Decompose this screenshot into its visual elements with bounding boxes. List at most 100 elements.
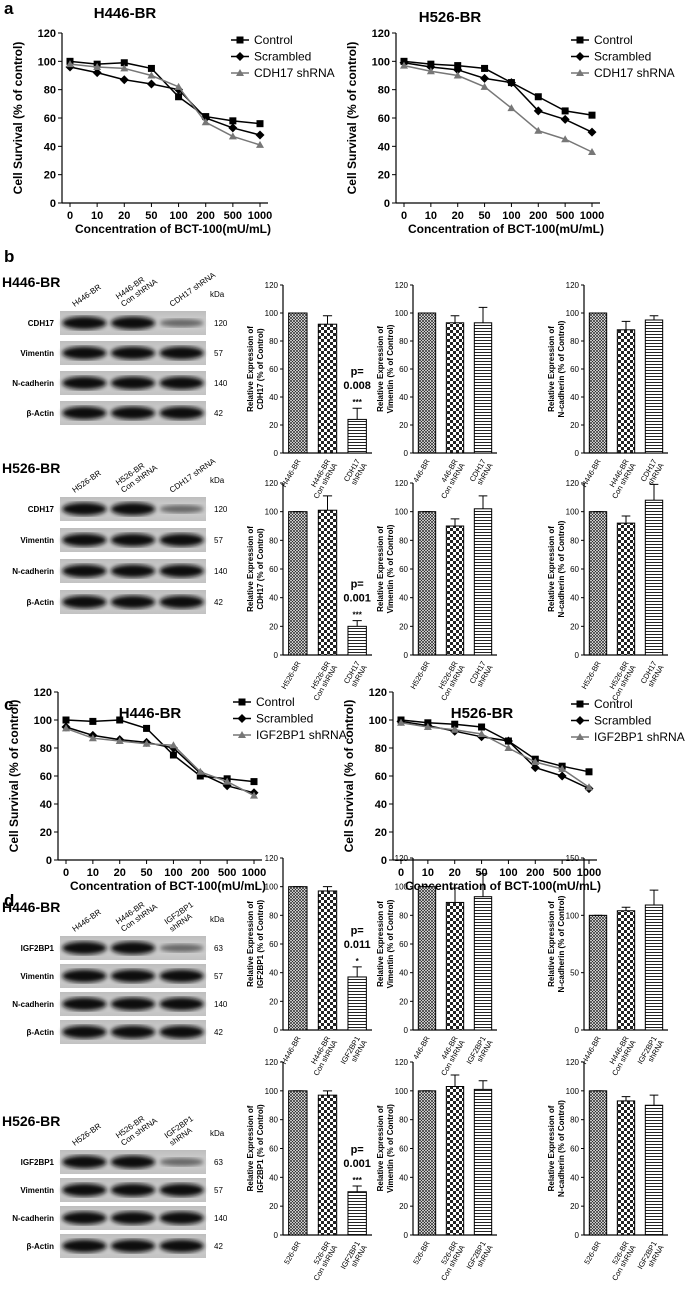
y-tick-label: 100	[566, 309, 580, 318]
kda-value: 42	[214, 1028, 223, 1037]
x-tick-label: H526-BR	[580, 659, 604, 691]
data-point	[531, 758, 540, 765]
row-label: Vimentin	[20, 972, 54, 981]
y-tick-label: 80	[269, 911, 278, 920]
row-label: β-Actin	[26, 598, 54, 607]
series-line	[403, 60, 593, 116]
blot-band	[61, 533, 107, 547]
bar	[616, 1100, 636, 1236]
lane-label: H526-BR	[71, 468, 103, 494]
bar	[588, 511, 608, 656]
legend-label: Scrambled	[256, 712, 313, 726]
x-tick-label: H446-BRCon shRNA	[305, 457, 340, 500]
x-tick-label: 446-BRCon shRNA	[432, 457, 467, 500]
data-point	[477, 730, 486, 737]
y-axis-label: Relative Expression ofCDH17 (% of Contro…	[246, 526, 265, 612]
data-point	[93, 63, 102, 70]
panel-label: b	[4, 247, 14, 266]
x-tick-label: IGF2BP1shRNA	[465, 1035, 495, 1070]
data-point	[426, 67, 435, 75]
y-tick-label: 60	[375, 771, 387, 783]
blot-band	[110, 1211, 156, 1225]
x-tick-label-line: H446-BR	[279, 1034, 303, 1066]
chart-title: H526-BR	[451, 705, 514, 722]
row-label: IGF2BP1	[21, 1158, 55, 1167]
y-axis-label-line: Relative Expression of	[547, 526, 556, 612]
y-tick-label: 120	[372, 28, 390, 40]
y-axis-label: Cell Survival (% of control)	[345, 42, 359, 195]
y-axis-label: Relative Expression ofCDH17 (% of Contro…	[246, 326, 265, 412]
x-tick-label: H446-BR	[580, 1034, 604, 1066]
blot-band	[61, 346, 107, 360]
y-tick-label: 60	[570, 565, 579, 574]
x-tick-label: 500	[218, 867, 236, 879]
lane-label-line: H526-BR	[71, 468, 103, 494]
kda-value: 42	[214, 1242, 223, 1251]
x-tick-label: H446-BRCon shRNA	[603, 1034, 638, 1077]
bar	[317, 323, 338, 454]
bar	[473, 322, 493, 454]
y-tick-label: 40	[570, 1173, 579, 1182]
x-tick-label: 10	[87, 867, 99, 879]
x-tick-label: 526-BR	[582, 1239, 603, 1266]
series-line	[65, 727, 255, 797]
y-tick-label: 120	[34, 687, 52, 699]
p-value: p=	[351, 925, 364, 937]
x-tick-label: 10	[425, 210, 437, 222]
series-line	[400, 722, 590, 788]
lane-label: IGF2BP1shRNA	[163, 1114, 201, 1148]
x-axis-label: Concentration of BCT-100(mU/mL)	[70, 879, 266, 893]
p-value: p=	[351, 1144, 364, 1156]
y-tick-label: 120	[265, 1058, 279, 1067]
y-axis-label-line: Vimentin (% of Control)	[386, 324, 395, 413]
x-tick-label: H446-BRCon shRNA	[603, 457, 638, 500]
stars: ***	[352, 1176, 362, 1185]
blot-band	[61, 1025, 107, 1039]
y-tick-label: 80	[399, 536, 408, 545]
y-tick-label: 60	[40, 771, 52, 783]
blot-band	[110, 316, 156, 330]
y-tick-label: 60	[399, 365, 408, 374]
blot-band	[159, 1158, 205, 1166]
kda-value: 140	[214, 1214, 228, 1223]
x-tick-label: 10	[91, 210, 103, 222]
y-axis-label-line: N-cadherin (% of Control)	[557, 1100, 566, 1197]
legend-label: IGF2BP1 shRNA	[256, 728, 347, 742]
legend-label: Scrambled	[594, 50, 651, 64]
y-tick-label: 60	[570, 1145, 579, 1154]
row-label: CDH17	[28, 505, 55, 514]
y-tick-label: 40	[269, 969, 278, 978]
x-tick-label: 526-BRCon shRNA	[432, 1239, 467, 1282]
x-tick-label: 1000	[242, 867, 266, 879]
error-bar	[649, 483, 659, 501]
y-axis-label-line: Relative Expression of	[246, 901, 255, 987]
x-tick-label: 100	[164, 867, 182, 879]
legend-label: IGF2BP1 shRNA	[594, 730, 685, 744]
blot-title: H446-BR	[2, 899, 60, 915]
legend-marker	[238, 731, 246, 738]
series-line	[400, 719, 590, 773]
blot-band	[159, 944, 205, 952]
x-axis-label: Concentration of BCT-100(mU/mL)	[408, 222, 604, 236]
y-tick-label: 80	[375, 743, 387, 755]
x-tick-label-line: H526-BR	[409, 659, 433, 691]
y-tick-label: 40	[378, 141, 390, 153]
data-point	[397, 718, 405, 726]
bar	[317, 1094, 338, 1236]
y-tick-label: 20	[399, 997, 408, 1006]
blot-band	[159, 406, 205, 420]
y-tick-label: 100	[265, 883, 279, 892]
panel-label: a	[4, 0, 14, 18]
blot-band	[159, 505, 205, 513]
y-axis-label: Cell Survival (% of control)	[11, 42, 25, 195]
error-bar	[322, 886, 333, 891]
x-tick-label: H526-BRCon shRNA	[305, 659, 340, 702]
y-tick-label: 20	[570, 1202, 579, 1211]
legend-label: CDH17 shRNA	[594, 66, 675, 80]
row-label: IGF2BP1	[21, 944, 55, 953]
y-tick-label: 0	[404, 1026, 409, 1035]
x-tick-label: 10	[422, 867, 434, 879]
kda-value: 140	[214, 567, 228, 576]
y-axis-label-line: N-cadherin (% of Control)	[557, 520, 566, 617]
blot-band	[61, 997, 107, 1011]
